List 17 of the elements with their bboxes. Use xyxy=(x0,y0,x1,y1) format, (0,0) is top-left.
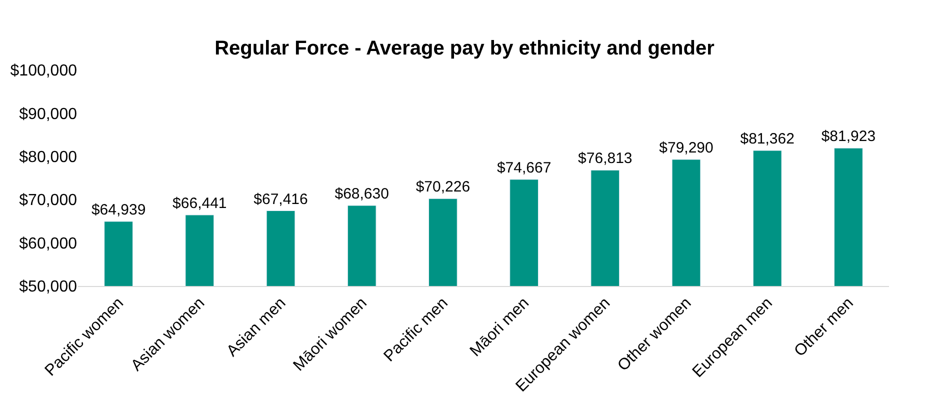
y-tick-label: $90,000 xyxy=(19,106,78,123)
data-label: $81,923 xyxy=(821,128,876,146)
y-tick-label: $80,000 xyxy=(19,149,78,166)
data-label: $70,226 xyxy=(416,178,470,196)
chart-title: Regular Force - Average pay by ethnicity and gender xyxy=(214,38,715,60)
y-tick-label: $100,000 xyxy=(10,62,78,80)
data-label: $81,362 xyxy=(740,130,794,148)
data-label: $74,667 xyxy=(496,159,552,176)
y-tick-label: $50,000 xyxy=(19,278,78,296)
data-label: $68,630 xyxy=(334,186,389,203)
data-label: $66,441 xyxy=(172,194,227,212)
data-label: $79,290 xyxy=(659,139,714,156)
y-tick-label: $60,000 xyxy=(19,235,78,252)
data-label: $67,416 xyxy=(254,190,308,208)
data-label: $76,813 xyxy=(578,150,632,168)
y-tick-label: $70,000 xyxy=(19,192,78,210)
data-label: $64,939 xyxy=(91,201,146,218)
